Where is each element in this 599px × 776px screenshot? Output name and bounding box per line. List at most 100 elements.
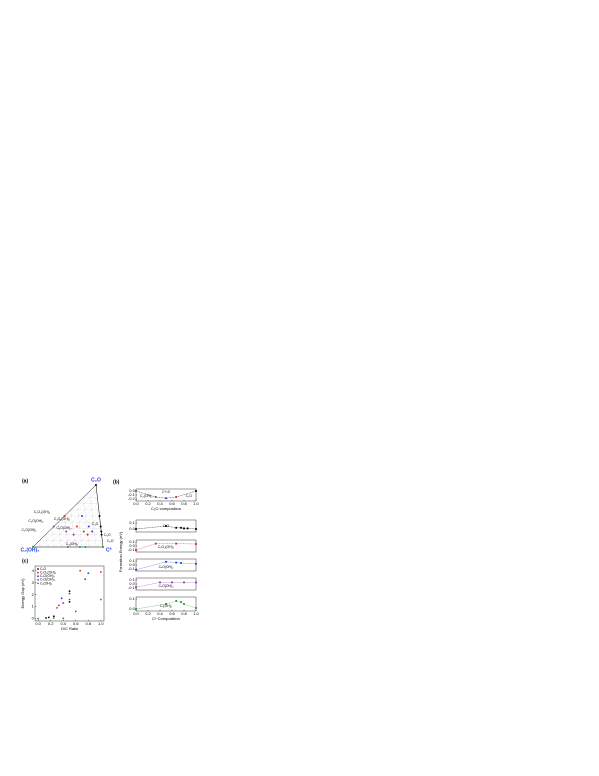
y-tick-label: 3 [32, 580, 35, 585]
annotation: C₂O₂(OH)₂ [34, 510, 51, 514]
data-point [180, 562, 182, 564]
data-point [98, 515, 101, 517]
legend-marker [37, 578, 39, 581]
annotation: C₄(OH)₂ [66, 542, 79, 546]
data-point [45, 617, 47, 619]
data-point [100, 533, 103, 536]
data-point [68, 590, 71, 593]
y-tick-label: 0.1 [129, 596, 135, 601]
data-point [165, 497, 167, 500]
panel-label: (b) [113, 479, 120, 485]
ternary-grid [39, 540, 41, 548]
legend-marker [37, 568, 39, 570]
y-tick-label: -0.1 [128, 492, 136, 497]
x-axis-label: C* Composition [152, 616, 180, 621]
y-tick-label: 0.0 [129, 488, 135, 493]
data-point [79, 569, 82, 572]
data-point [135, 586, 137, 589]
data-point [37, 617, 40, 620]
data-point [195, 543, 197, 545]
x-tick-label: 0.8 [86, 621, 92, 626]
data-point [75, 525, 78, 528]
data-line [135, 600, 197, 610]
data-point [78, 546, 81, 548]
data-point [84, 546, 87, 548]
data-point [99, 598, 102, 601]
x-tick-label: 0.6 [169, 501, 175, 506]
data-point [86, 533, 89, 536]
data-point [135, 608, 137, 610]
data-point [52, 617, 55, 619]
x-tick-label: 0.8 [181, 611, 187, 616]
x-tick-label: 1.0 [193, 611, 199, 616]
data-point [135, 490, 137, 492]
data-point [165, 525, 167, 527]
legend-label: CₓO(OH)₂ [40, 574, 56, 578]
vertex-label: C₂(OH)₂ [21, 547, 40, 553]
y-tick-label: 0.0 [129, 562, 135, 567]
x-tick-label: 0.2 [145, 501, 151, 506]
data-point [171, 581, 173, 584]
plot-frame [135, 519, 197, 533]
x-tick-label: 0.4 [157, 611, 163, 616]
data-point [47, 616, 50, 619]
data-point [52, 525, 55, 528]
data-point [99, 571, 102, 573]
ternary-grid [51, 528, 55, 548]
data-point [195, 607, 197, 609]
annotation: CₓO [163, 524, 170, 528]
data-point [68, 592, 71, 595]
annotation: CₓO₂(OH)₂ [158, 545, 175, 549]
y-tick-label: 0.0 [129, 526, 135, 531]
data-point [87, 525, 90, 528]
annotation: CₓO(OH)₄ [159, 584, 175, 588]
panel-label: (c) [22, 558, 28, 564]
y-tick-label: 0.0 [129, 606, 135, 611]
ternary-grid [89, 491, 97, 548]
ternary-grid [46, 497, 98, 548]
data-point [135, 549, 137, 551]
data-point [195, 528, 197, 530]
data-point [67, 546, 69, 548]
y-axis-label: Formation Energy (eV) [118, 531, 123, 572]
data-point [159, 581, 161, 584]
data-point [87, 572, 90, 575]
x-tick-label: 0.2 [145, 611, 151, 616]
data-point [175, 600, 178, 602]
y-tick-label: 0.1 [129, 558, 135, 563]
data-point [180, 601, 182, 603]
annotation: C₄O(OH)₂ [28, 519, 44, 523]
legend-label: CₓO [40, 567, 47, 571]
panel-label: (a) [22, 478, 28, 484]
y-tick-label: 0.0 [129, 581, 135, 586]
data-point [135, 568, 137, 571]
data-point [56, 606, 58, 609]
annotation: C₆O(OH)₂ [56, 526, 72, 530]
legend-label: CₓO₂(OH)₂ [40, 570, 57, 574]
data-point [84, 578, 87, 581]
annotation: C₂O(OH)₂ [21, 528, 37, 532]
annotation: C₈O [107, 539, 114, 543]
legend-marker [37, 571, 39, 574]
ternary-grid [45, 534, 48, 548]
vertex-label: C₂O [91, 477, 101, 483]
data-point [95, 484, 97, 486]
y-tick-label: 0 [32, 616, 35, 621]
data-point [81, 515, 83, 517]
annotation: C₂(OH)₂ [140, 494, 153, 498]
x-tick-label: 0.0 [133, 501, 139, 506]
data-point [91, 530, 94, 533]
data-point [52, 615, 55, 618]
annotation: C*=0 [162, 490, 170, 494]
y-tick-label: 0.1 [129, 520, 135, 525]
data-point [65, 530, 68, 533]
ternary-grid [76, 503, 83, 548]
data-point [68, 598, 71, 601]
legend-label: Cₓ(OH)₂ [40, 581, 53, 585]
y-tick-label: 0.0 [129, 543, 135, 548]
data-point [165, 560, 167, 563]
annotation: C₄O₂(OH)₂ [54, 517, 71, 521]
y-tick-label: 1 [32, 604, 35, 609]
data-point [175, 526, 178, 529]
